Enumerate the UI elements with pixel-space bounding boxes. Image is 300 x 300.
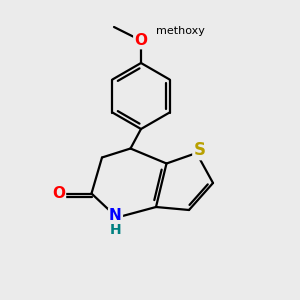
Text: O: O: [52, 186, 65, 201]
Text: methoxy: methoxy: [110, 24, 116, 26]
Text: S: S: [194, 141, 206, 159]
Text: O: O: [134, 33, 148, 48]
Text: H: H: [110, 223, 121, 237]
Text: methoxy: methoxy: [156, 26, 205, 37]
Text: O: O: [134, 33, 148, 48]
Text: N: N: [109, 208, 122, 224]
